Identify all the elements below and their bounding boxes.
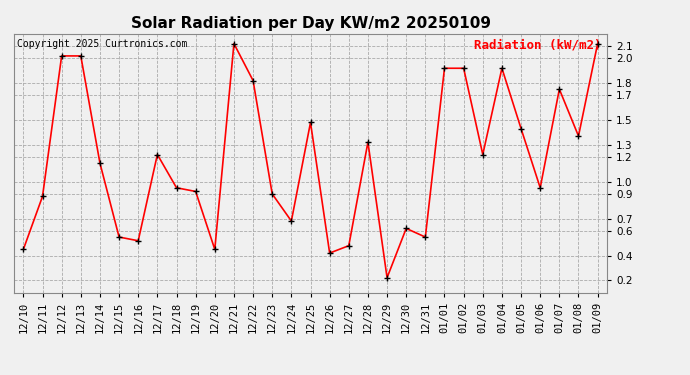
- Title: Solar Radiation per Day KW/m2 20250109: Solar Radiation per Day KW/m2 20250109: [130, 16, 491, 31]
- Text: Copyright 2025 Curtronics.com: Copyright 2025 Curtronics.com: [17, 39, 187, 49]
- Text: Radiation (kW/m2): Radiation (kW/m2): [474, 39, 601, 52]
